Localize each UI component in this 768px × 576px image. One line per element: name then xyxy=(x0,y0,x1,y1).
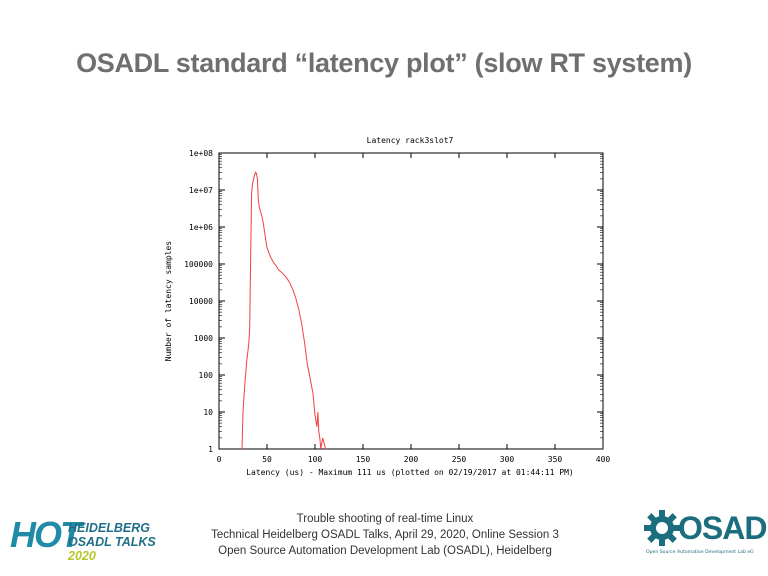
x-tick-label: 300 xyxy=(500,455,515,464)
x-tick-label: 200 xyxy=(404,455,419,464)
hot-logo-year: 2020 xyxy=(68,549,96,563)
y-tick-label: 10 xyxy=(203,408,213,417)
hot-logo-line-2: OSADL TALKS 2020 xyxy=(68,535,156,563)
y-tick-label: 100 xyxy=(199,371,214,380)
x-tick-label: 150 xyxy=(356,455,371,464)
hot-logo-text: HEIDELBERG OSADL TALKS 2020 xyxy=(68,521,180,563)
chart-title: Latency rack3slot7 xyxy=(367,136,454,145)
y-tick-label: 1e+08 xyxy=(189,149,213,158)
footer-line-1: Trouble shooting of real-time Linux xyxy=(296,513,474,525)
footer: Trouble shooting of real-time Linux Tech… xyxy=(190,511,580,559)
x-tick-label: 350 xyxy=(548,455,563,464)
x-tick-label: 250 xyxy=(452,455,467,464)
x-tick-label: 50 xyxy=(262,455,272,464)
plot-frame xyxy=(218,152,604,450)
y-tick-label: 10000 xyxy=(189,297,213,306)
y-tick-label: 1e+07 xyxy=(189,186,213,195)
hot-logo-letters: HOT xyxy=(10,514,82,555)
x-tick-label: 0 xyxy=(217,455,222,464)
x-tick-label: 400 xyxy=(596,455,611,464)
x-tick-label: 100 xyxy=(308,455,323,464)
slide-title: OSADL standard “latency plot” (slow RT s… xyxy=(76,48,692,78)
osadl-wordmark: OSADL xyxy=(678,510,768,546)
gear-icon xyxy=(644,510,680,546)
osadl-logo: OSADL Open Source Automation Development… xyxy=(640,508,768,564)
footer-line-2: Technical Heidelberg OSADL Talks, April … xyxy=(211,529,559,541)
footer-line-3: Open Source Automation Development Lab (… xyxy=(218,545,552,557)
y-tick-label: 1 xyxy=(208,445,213,454)
hot-logo-line-1: HEIDELBERG xyxy=(68,521,150,535)
y-tick-label: 100000 xyxy=(184,260,213,269)
y-tick-label: 1e+06 xyxy=(189,223,213,232)
hot-logo: HOT HEIDELBERG OSADL TALKS 2020 xyxy=(10,514,180,564)
osadl-subtitle: Open Source Automation Development Lab e… xyxy=(646,550,754,555)
y-tick-label: 1000 xyxy=(194,334,213,343)
y-axis-label: Number of latency samples xyxy=(164,241,173,362)
series-line xyxy=(241,171,327,450)
x-axis-label: Latency (us) - Maximum 111 us (plotted o… xyxy=(246,468,574,477)
